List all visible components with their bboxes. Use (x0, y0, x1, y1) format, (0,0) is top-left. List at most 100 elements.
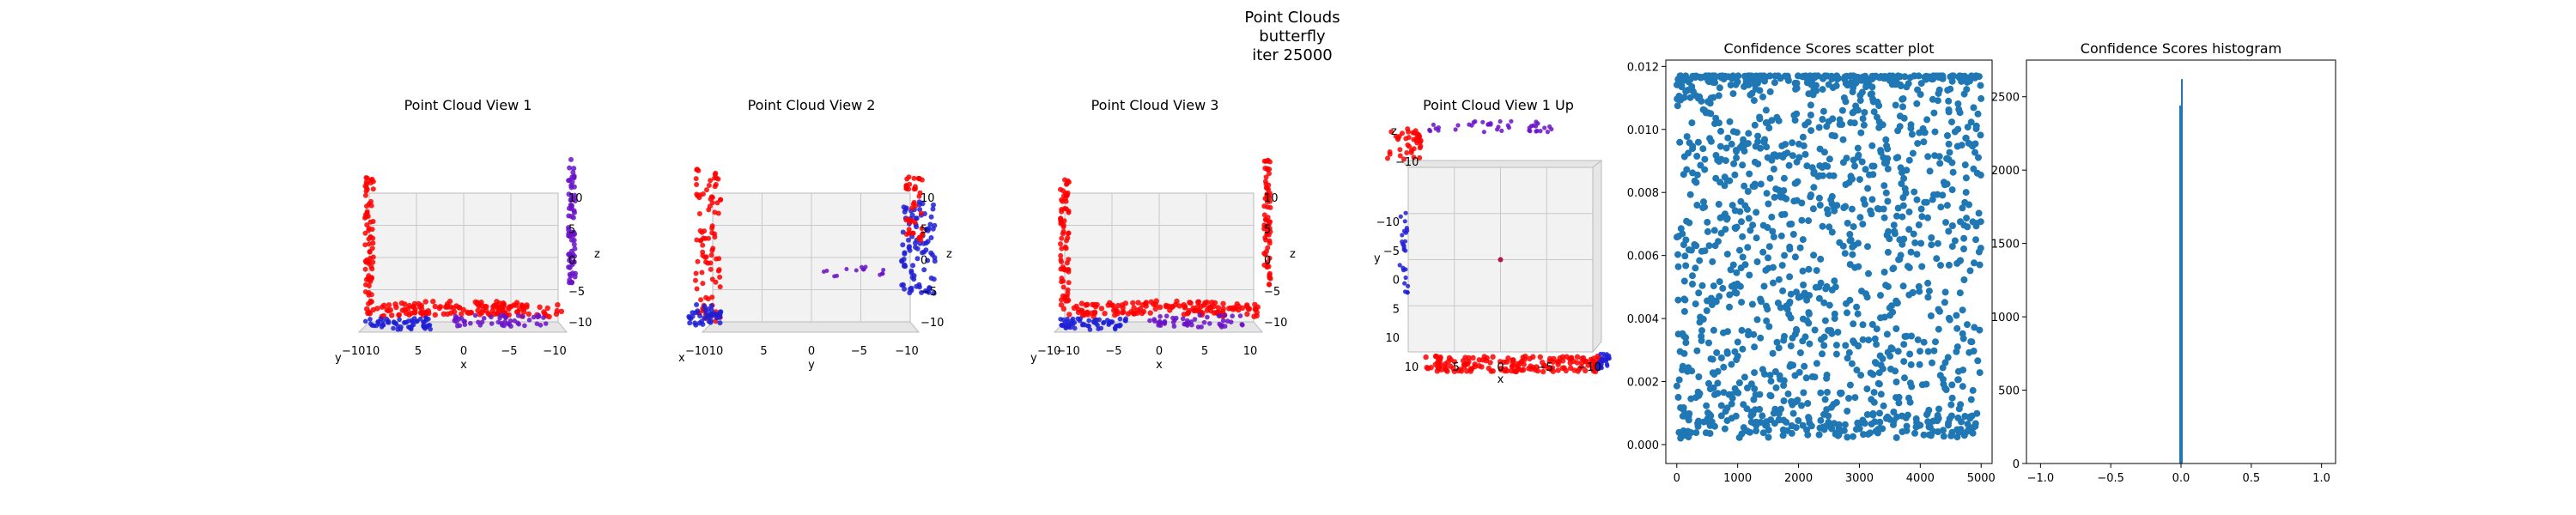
scatter-point (1956, 289, 1964, 297)
scatter-point (1710, 227, 1718, 234)
scatter-point (1733, 223, 1741, 231)
scatter-point (1959, 367, 1967, 374)
scatter-point (1803, 75, 1811, 82)
point-edge (572, 209, 577, 215)
axis-label: y (1374, 252, 1381, 265)
point-red (1252, 301, 1258, 308)
scatter-point (1753, 209, 1760, 216)
point-blue (1398, 214, 1403, 219)
scatter-point (1838, 106, 1846, 114)
scatter-point (1855, 151, 1862, 159)
scatter-point (1975, 209, 1983, 217)
scatter-point (1855, 239, 1862, 247)
scatter-point (1732, 412, 1740, 420)
scatter-point (1925, 431, 1933, 439)
scatter-point (1766, 72, 1774, 80)
scatter-point (1972, 222, 1980, 230)
point-red (1220, 300, 1226, 306)
point-red (705, 260, 711, 266)
scatter-point (1851, 162, 1858, 170)
scatter-point (1802, 374, 1810, 382)
scatter-point (1731, 207, 1739, 215)
axis-label: z (1391, 125, 1397, 138)
scatter-point (1817, 255, 1825, 263)
point-red (1065, 287, 1071, 293)
scatter-plot: Confidence Scores scatter plot 0 1000 2000 3… (1627, 40, 1996, 485)
point-red (1064, 238, 1069, 244)
scatter-point (1868, 162, 1876, 170)
scatter-point (1787, 290, 1795, 298)
scatter-point (1770, 166, 1777, 173)
x-tick-label: 3000 (1845, 472, 1874, 485)
point-blue (398, 326, 404, 332)
point-violet (479, 319, 485, 325)
point-red (444, 303, 450, 309)
scatter-point (1746, 170, 1753, 178)
point-edge (571, 241, 577, 247)
scatter-point (1820, 107, 1827, 115)
x-tick-label: 0.0 (2172, 472, 2190, 485)
point-blue (925, 258, 931, 264)
scatter-point (1869, 409, 1877, 417)
scatter-point (1751, 158, 1759, 166)
scatter-point (1685, 413, 1692, 421)
scatter-point (1871, 335, 1879, 342)
point-blue (428, 326, 434, 332)
scatter-point (1900, 114, 1908, 122)
scatter-point (1877, 391, 1885, 398)
point-edge (572, 192, 578, 198)
scatter-point (1763, 302, 1770, 310)
point-blue (686, 313, 692, 319)
point-red (1058, 252, 1064, 258)
point-blue (1075, 316, 1081, 322)
scatter-point (1680, 277, 1688, 285)
point-red (416, 300, 422, 307)
scatter-point (1679, 230, 1686, 238)
scatter-point (1850, 156, 1857, 164)
point-blue (1058, 317, 1063, 322)
scatter-point (1827, 196, 1835, 203)
scatter-point (1697, 161, 1704, 169)
scatter-point (1677, 434, 1685, 442)
scatter-point (1908, 130, 1916, 138)
scatter-point (1810, 87, 1818, 94)
point-red (496, 300, 503, 306)
point-red (1388, 129, 1394, 135)
scatter-point (1783, 195, 1790, 203)
point-red (1058, 266, 1064, 272)
scatter-point (1903, 332, 1911, 340)
point-edge (1267, 275, 1273, 281)
point-edge (1265, 199, 1270, 205)
point-red (1417, 145, 1423, 151)
scatter-point (1793, 84, 1801, 92)
point-edge (571, 166, 577, 172)
point-violet (835, 273, 840, 278)
axis-tick-label: −5 (1264, 286, 1280, 299)
scatter-point (1847, 236, 1855, 244)
scatter-point (1884, 165, 1892, 173)
point-blue (909, 275, 915, 281)
point-red (717, 284, 723, 290)
point-violet (1528, 124, 1534, 129)
scatter-point (1766, 174, 1774, 182)
scatter-point (1743, 205, 1751, 213)
scatter-point (1924, 214, 1931, 221)
point-red (1397, 147, 1403, 153)
scatter-point (1891, 227, 1899, 235)
scatter-point (1674, 296, 1682, 304)
scatter-point (1734, 338, 1741, 346)
scatter-point (1695, 417, 1702, 425)
scatter-point (1868, 196, 1876, 203)
point-red (368, 180, 374, 185)
point-violet (495, 319, 501, 325)
scatter-point (1977, 172, 1984, 179)
point-red (1063, 198, 1069, 204)
scatter-point (1935, 89, 1942, 97)
point-violet (520, 314, 526, 319)
scatter-point (1861, 420, 1868, 427)
scatter-point (1877, 292, 1884, 300)
point-violet (880, 271, 885, 276)
scatter-point (1674, 102, 1681, 110)
point-violet (1156, 320, 1162, 325)
point-violet (1534, 124, 1539, 129)
